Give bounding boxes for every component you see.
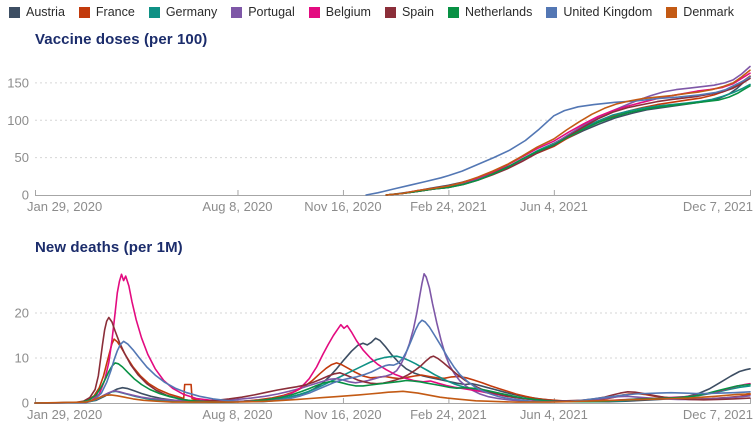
x-axis-label: Feb 24, 2021 [410,199,487,214]
legend-label: Spain [401,5,434,19]
y-axis-label: 10 [15,351,29,366]
legend-item-denmark: Denmark [666,5,734,19]
legend-label: United Kingdom [563,5,653,19]
x-axis-label: Aug 8, 2020 [202,199,272,214]
legend-label: Austria [26,5,65,19]
x-axis-label: Aug 8, 2020 [202,407,272,422]
legend-item-belgium: Belgium [308,5,371,19]
legend-swatch-icon [447,6,459,18]
legend-swatch-icon [78,6,90,18]
legend-item-united-kingdom: United Kingdom [546,5,652,19]
legend-label: Belgium [325,5,371,19]
x-axis-label: Nov 16, 2020 [304,199,381,214]
x-axis-label: Dec 7, 2021 [683,407,753,422]
legend-swatch-icon [231,6,243,18]
series-line-france [34,338,751,404]
x-axis-label: Jan 29, 2020 [27,407,102,422]
legend: Austria France Germany Portugal Belgium Spain… [9,5,734,19]
vaccine-chart[interactable]: 0 50 100 150 Jan 29, 2020 Aug 8, 2020 Nov 16, … [0,56,754,216]
series-line-denmark [385,69,751,196]
legend-label: Portugal [248,5,295,19]
deaths-chart-title: New deaths (per 1M) [35,239,183,256]
y-axis-label: 0 [22,396,29,411]
y-axis-label: 50 [15,150,29,165]
series-line-united-kingdom [365,76,751,196]
legend-label: Denmark [683,5,735,19]
series-line-united-kingdom [34,319,751,404]
y-axis-label: 100 [7,113,29,128]
legend-item-france: France [78,5,135,19]
deaths-chart[interactable]: 0 10 20 Jan 29, 2020 Aug 8, 2020 Nov 16, 2020… [0,266,754,434]
legend-swatch-icon [9,6,20,18]
legend-label: Netherlands [464,5,533,19]
series-line-netherlands [385,85,751,196]
x-axis-label: Jan 29, 2020 [27,199,102,214]
legend-swatch-icon [666,6,678,18]
series-line-portugal [385,65,751,196]
legend-item-germany: Germany [148,5,218,19]
legend-swatch-icon [308,6,320,18]
x-axis-label: Jun 4, 2021 [520,407,588,422]
legend-item-austria: Austria [9,5,65,19]
legend-swatch-icon [546,6,558,18]
series-line-belgium [34,273,751,404]
legend-label: Germany [165,5,218,19]
legend-item-spain: Spain [384,5,434,19]
legend-item-portugal: Portugal [231,5,295,19]
x-axis-label: Jun 4, 2021 [520,199,588,214]
y-axis-label: 0 [22,188,29,203]
series-line-denmark [34,390,751,404]
legend-swatch-icon [148,6,160,18]
x-axis-label: Feb 24, 2021 [410,407,487,422]
vaccine-chart-title: Vaccine doses (per 100) [35,31,208,48]
y-axis-label: 20 [15,306,29,321]
x-axis-label: Nov 16, 2020 [304,407,381,422]
legend-label: France [95,5,135,19]
legend-item-netherlands: Netherlands [447,5,533,19]
y-axis-label: 150 [7,75,29,90]
x-axis-label: Dec 7, 2021 [683,199,753,214]
legend-swatch-icon [384,6,396,18]
